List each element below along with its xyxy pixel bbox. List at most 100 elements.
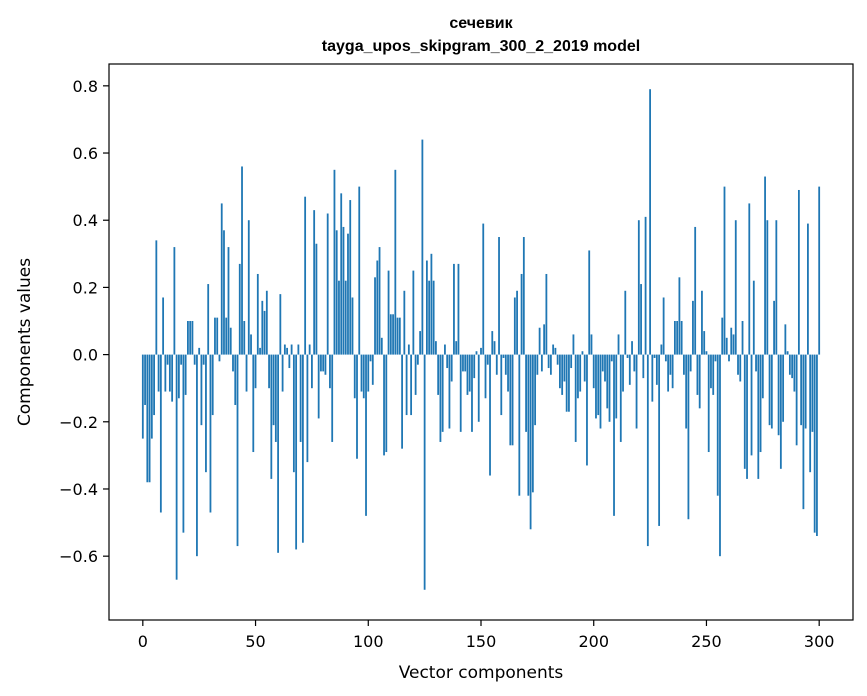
bar [403,290,406,355]
bar [279,294,282,355]
bar [349,200,352,355]
bar [493,341,496,355]
bar [649,89,651,355]
bar [159,354,162,513]
bar [306,354,309,463]
bar [252,354,255,453]
chart-subtitle: tayga_upos_skipgram_300_2_2019 model [322,38,640,55]
bar [536,354,539,375]
bar [265,290,268,355]
bar [660,344,663,355]
bar [816,354,818,537]
bar [707,354,710,453]
bar [344,280,347,355]
bar [615,354,618,419]
bar [764,176,766,355]
bar [419,331,422,355]
bar [730,327,733,355]
bar [791,354,794,379]
bar [421,139,424,355]
bar [473,354,476,379]
bar [412,270,415,355]
bar [304,196,307,355]
bar [351,297,354,355]
bar [775,220,778,355]
bar [220,203,223,355]
bar [583,354,586,382]
x-axis-ticks: 0 50 100 150 200 250 300 [138,620,834,651]
y-tick-label: 0.0 [73,346,98,365]
bar [150,354,153,439]
bar [543,324,546,355]
y-tick-label: 0.4 [73,211,98,230]
bar [624,290,627,355]
bar [692,300,694,355]
bar [324,354,327,375]
bar [807,223,809,355]
bar [595,354,597,419]
bar [613,354,615,516]
bar [556,354,559,365]
bar [698,354,701,409]
bar [527,354,530,496]
bar [599,354,602,429]
bar [234,354,237,405]
bar [202,354,205,365]
bar [689,354,692,372]
y-tick-label: 0.2 [73,278,98,297]
bar [507,354,509,392]
bar [714,354,717,362]
bar [288,354,291,369]
bar [297,344,300,355]
bar [489,354,491,476]
bar [631,341,633,355]
bar [570,354,573,369]
bar [581,351,584,355]
bar [462,354,464,372]
bar [401,354,403,449]
bar [468,354,471,392]
bar [189,321,192,355]
bar [187,321,189,355]
bar [737,354,739,375]
bar [719,354,721,557]
bar [818,186,821,355]
bar [259,347,261,355]
bar [658,354,661,526]
bar [520,273,523,355]
bar [446,354,449,369]
bar [254,354,257,389]
bar [811,354,814,432]
x-axis-label: Vector components [399,663,564,683]
bar [295,354,298,550]
bar [236,354,239,547]
bar [444,344,446,355]
bar [486,354,489,365]
bar [545,273,548,355]
x-tick-label: 50 [245,632,265,651]
bar [655,354,658,385]
bar [157,354,160,392]
bar [148,354,151,483]
bar [797,189,800,355]
bar [676,321,679,355]
bar [441,354,444,432]
bar [741,321,744,355]
bar [286,347,289,355]
bar [153,354,155,416]
bar [250,334,252,355]
bar [683,354,685,375]
bar [338,280,340,355]
bar [281,354,284,392]
bar [588,250,591,355]
bar [577,354,579,399]
bar [164,354,167,392]
bar [664,354,667,362]
bar [331,354,334,442]
bar [166,354,169,365]
bar [223,230,225,355]
bar [209,354,212,513]
bar [592,354,595,389]
bar [716,354,719,496]
bar [387,270,390,355]
